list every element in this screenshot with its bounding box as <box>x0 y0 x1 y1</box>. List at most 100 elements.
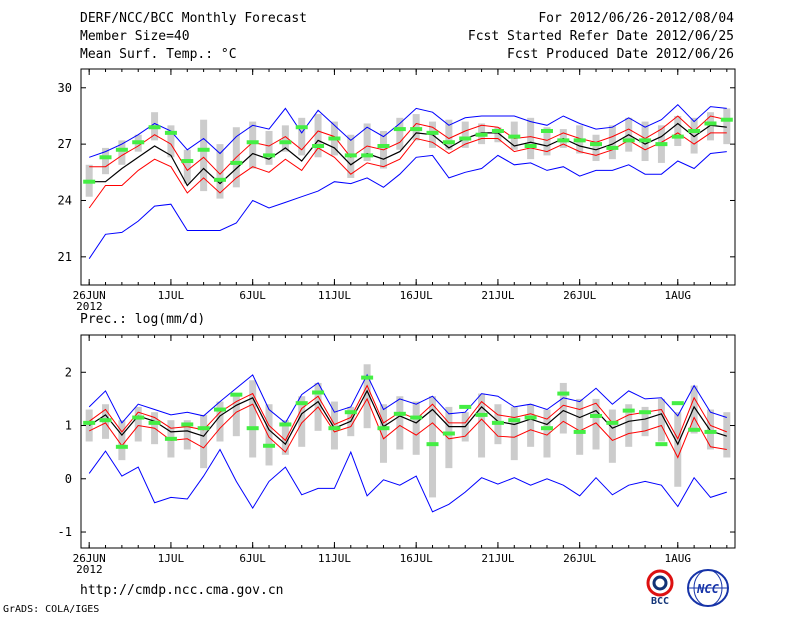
temp-spread-box <box>690 117 698 154</box>
temp-spread-box <box>249 121 257 169</box>
chart-title: DERF/NCC/BCC Monthly Forecast <box>80 11 307 26</box>
forecast-period: For 2012/06/26-2012/08/04 <box>538 11 734 26</box>
temp-spread-box <box>102 147 110 175</box>
prec-spread-box <box>298 396 306 447</box>
prec-spread-box <box>379 404 387 463</box>
prec-spread-box <box>183 420 191 450</box>
temp-spread-box <box>265 130 273 165</box>
prec-spread-box <box>265 404 273 466</box>
prec-spread-box <box>478 393 486 458</box>
grads-credit: GrADS: COLA/IGES <box>3 604 100 615</box>
temp-spread-box <box>396 117 404 150</box>
prec-spread-box <box>527 404 535 447</box>
prec-spread-box <box>674 412 682 487</box>
temp-spread-box <box>183 149 191 184</box>
prec-spread-box <box>690 385 698 434</box>
prec-spread-box <box>134 406 142 442</box>
temp-spread-box <box>200 119 208 192</box>
temp-spread-box <box>592 134 600 162</box>
temp-spread-box <box>723 108 731 145</box>
temp-xtick-label: 11JUL <box>318 289 351 302</box>
temp-year-label: 2012 <box>76 300 103 313</box>
prec-spread-box <box>510 406 518 461</box>
prec-ytick-label: 2 <box>65 365 72 379</box>
temp-spread-box <box>527 117 535 160</box>
temp-spread-box <box>445 119 453 150</box>
temp-xtick-label: 26JUL <box>563 289 596 302</box>
temp-spread-box <box>363 123 371 162</box>
prec-spread-box <box>543 409 551 458</box>
temp-series-max <box>89 104 727 158</box>
prec-xtick-label: 11JUL <box>318 552 351 565</box>
prec-year-label: 2012 <box>76 563 103 576</box>
prec-plot-frame <box>80 334 736 549</box>
prec-spread-box <box>559 382 567 434</box>
temp-series-lower <box>88 132 727 209</box>
prec-spread-box <box>429 396 437 498</box>
prec-spread-box <box>608 409 616 463</box>
prec-spread-box <box>232 393 240 437</box>
temp-ytick-label: 21 <box>58 250 72 264</box>
prec-series-min <box>88 448 727 513</box>
footer-url[interactable]: http://cmdp.ncc.cma.gov.cn <box>80 583 284 598</box>
temp-spread-box <box>608 125 616 160</box>
temp-xtick-label: 6JUL <box>239 289 266 302</box>
prec-spread-box <box>723 412 731 458</box>
prec-xtick-label: 16JUL <box>400 552 433 565</box>
temp-ytick-label: 24 <box>58 193 72 207</box>
temp-spread-box <box>674 115 682 147</box>
member-size-label: Member Size=40 <box>80 29 190 44</box>
temp-spread-box <box>543 127 551 156</box>
prec-xtick-label: 26JUL <box>563 552 596 565</box>
prec-spread-box <box>412 401 420 455</box>
prec-spread-box <box>657 398 665 442</box>
temp-ytick-label: 30 <box>58 81 72 95</box>
temp-spread-box <box>216 144 224 199</box>
temp-spread-box <box>706 112 714 141</box>
prec-xtick-label: 1JUL <box>158 552 185 565</box>
prec-panel-title: Prec.: log(mm/d) <box>80 312 205 327</box>
temp-xtick-label: 26JUN <box>73 289 106 302</box>
prec-spread-box <box>85 409 93 442</box>
temp-spread-box <box>314 114 322 158</box>
temp-series-upper <box>89 115 727 175</box>
prec-spread-box <box>200 414 208 469</box>
prec-spread-box <box>576 398 584 455</box>
prec-spread-box <box>592 398 600 450</box>
temp-xtick-label: 16JUL <box>400 289 433 302</box>
prec-xtick-label: 6JUL <box>239 552 266 565</box>
prec-series-mean <box>88 389 727 446</box>
prec-series-max <box>88 373 727 424</box>
temp-spread-box <box>118 140 126 165</box>
prec-series-upper <box>88 384 727 442</box>
temp-spread-box <box>167 125 175 158</box>
prec-xtick-label: 26JUN <box>73 552 106 565</box>
temp-spread-box <box>461 121 469 148</box>
prec-spread-box <box>330 401 338 450</box>
temp-series-mean <box>89 122 727 187</box>
ncc-logo: NCC <box>687 569 729 607</box>
prec-spread-box <box>625 404 633 447</box>
prec-spread-box <box>706 409 714 450</box>
prec-spread-box <box>118 420 126 461</box>
prec-ytick-label: -1 <box>58 525 72 539</box>
prec-series-lower <box>88 397 727 459</box>
prec-xtick-label: 21JUL <box>481 552 514 565</box>
temp-spread-box <box>494 127 502 143</box>
temp-spread-box <box>281 125 289 152</box>
prec-spread-box <box>363 364 371 429</box>
temp-xtick-label: 1AUG <box>665 289 692 302</box>
prec-spread-box <box>396 396 404 450</box>
bcc-logo: BCC <box>646 569 674 607</box>
prec-spread-box <box>216 401 224 442</box>
bcc-logo-text: BCC <box>651 596 669 607</box>
temp-xtick-label: 1JUL <box>158 289 185 302</box>
prec-ytick-label: 0 <box>65 472 72 486</box>
temp-xtick-label: 21JUL <box>481 289 514 302</box>
forecast-start-date: Fcst Started Refer Date 2012/06/25 <box>467 29 734 44</box>
prec-spread-box <box>249 380 257 458</box>
temp-ytick-label: 27 <box>58 137 72 151</box>
prec-spread-box <box>445 406 453 469</box>
ncc-logo-text: NCC <box>696 582 719 596</box>
